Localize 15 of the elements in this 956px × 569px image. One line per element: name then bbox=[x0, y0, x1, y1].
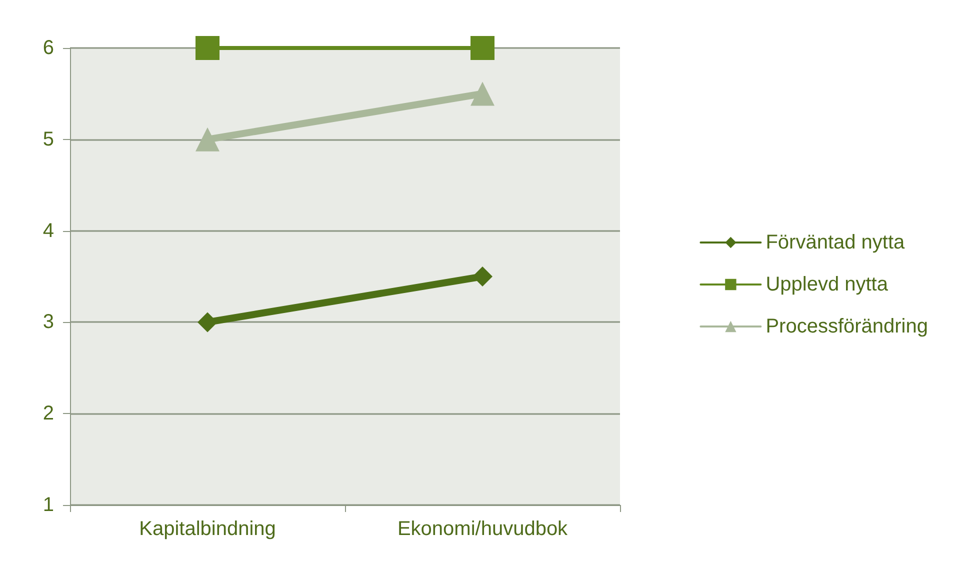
y-tick-label: 2 bbox=[42, 402, 54, 425]
x-tick-label: Kapitalbindning bbox=[139, 518, 276, 540]
y-tick-label: 1 bbox=[42, 494, 54, 516]
point bbox=[472, 266, 492, 286]
point bbox=[470, 36, 494, 60]
y-tick-label: 3 bbox=[42, 311, 54, 334]
y-tick-label: 6 bbox=[42, 37, 54, 59]
x-tick-label: Ekonomi/huvudbok bbox=[397, 518, 569, 540]
legend-label: Upplevd nytta bbox=[766, 274, 889, 296]
point bbox=[196, 36, 220, 60]
point bbox=[198, 312, 218, 332]
legend-label: Processförändring bbox=[766, 316, 928, 338]
y-tick-label: 4 bbox=[42, 220, 54, 242]
y-tick-label: 5 bbox=[42, 128, 54, 150]
legend-label: Förväntad nytta bbox=[766, 232, 906, 254]
